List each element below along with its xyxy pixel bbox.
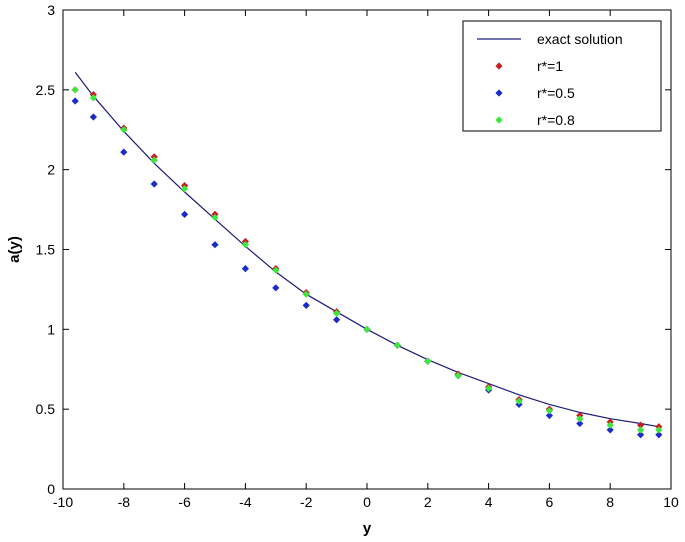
data-point (150, 156, 158, 164)
data-point (576, 419, 584, 428)
x-tick-label: 0 (363, 494, 371, 510)
data-point (637, 421, 645, 429)
y-tick-label: 2 (47, 162, 55, 178)
data-point (181, 185, 189, 193)
data-point (241, 241, 249, 249)
legend-entry-label: r*=1 (537, 58, 563, 74)
data-point (89, 94, 97, 102)
data-point (333, 309, 341, 317)
x-tick-label: -4 (239, 494, 252, 510)
axis-ticks: -10 -8 -6 -4 -2 0 2 4 6 8 10 0 0.5 1 1.5 2 2.5 3 (36, 2, 679, 510)
x-tick-label: -6 (178, 494, 191, 510)
data-point (302, 290, 310, 298)
data-point (150, 180, 158, 188)
data-point (363, 325, 371, 333)
data-point (655, 426, 663, 434)
data-point (545, 407, 553, 415)
legend-marker-swatch (495, 62, 503, 70)
y-tick-label: 3 (47, 2, 55, 18)
legend-entry-label: exact solution (537, 31, 623, 47)
y-tick-label: 0 (47, 481, 55, 497)
data-point (333, 316, 341, 324)
legend-marker-swatch (495, 116, 503, 124)
x-tick-label: 2 (424, 494, 432, 510)
data-point (393, 341, 401, 349)
x-tick-label: -10 (53, 494, 73, 510)
data-point (637, 426, 645, 434)
legend-entry-label: r*=0.5 (537, 85, 575, 101)
data-point (211, 213, 219, 222)
data-point (71, 97, 79, 105)
data-point (272, 266, 280, 274)
data-point (71, 86, 79, 94)
data-point (637, 431, 645, 439)
data-point (211, 241, 219, 249)
data-point (120, 148, 128, 156)
data-point (272, 284, 280, 292)
data-point (424, 357, 432, 365)
x-tick-label: 4 (485, 494, 493, 510)
data-point (120, 126, 128, 134)
x-tick-label: 8 (606, 494, 614, 510)
data-point (454, 372, 462, 380)
y-tick-label: 2.5 (36, 82, 56, 98)
legend-marker-swatch (495, 89, 503, 97)
legend-entry-label: r*=0.8 (537, 112, 575, 128)
data-point (302, 301, 310, 309)
data-point (241, 265, 249, 273)
data-point (545, 411, 553, 420)
y-tick-label: 0.5 (36, 401, 56, 417)
x-axis-label: y (363, 520, 372, 537)
chart-marks (71, 71, 663, 439)
data-point (485, 384, 493, 393)
y-tick-label: 1 (47, 321, 55, 337)
data-point (606, 426, 614, 434)
data-point (576, 415, 584, 423)
x-tick-label: -2 (300, 494, 313, 510)
data-point (181, 210, 189, 218)
series-3-points (71, 86, 663, 434)
data-point (606, 421, 614, 429)
data-point (515, 397, 523, 405)
x-tick-label: 6 (546, 494, 554, 510)
data-point (89, 113, 97, 121)
data-point (655, 431, 663, 439)
legend: exact solution r*=1 r*=0.5 r*=0.8 (462, 20, 662, 132)
x-tick-label: -8 (118, 494, 131, 510)
y-tick-label: 1.5 (36, 242, 56, 258)
x-tick-label: 10 (663, 494, 679, 510)
y-axis-label: a(y) (6, 236, 23, 263)
